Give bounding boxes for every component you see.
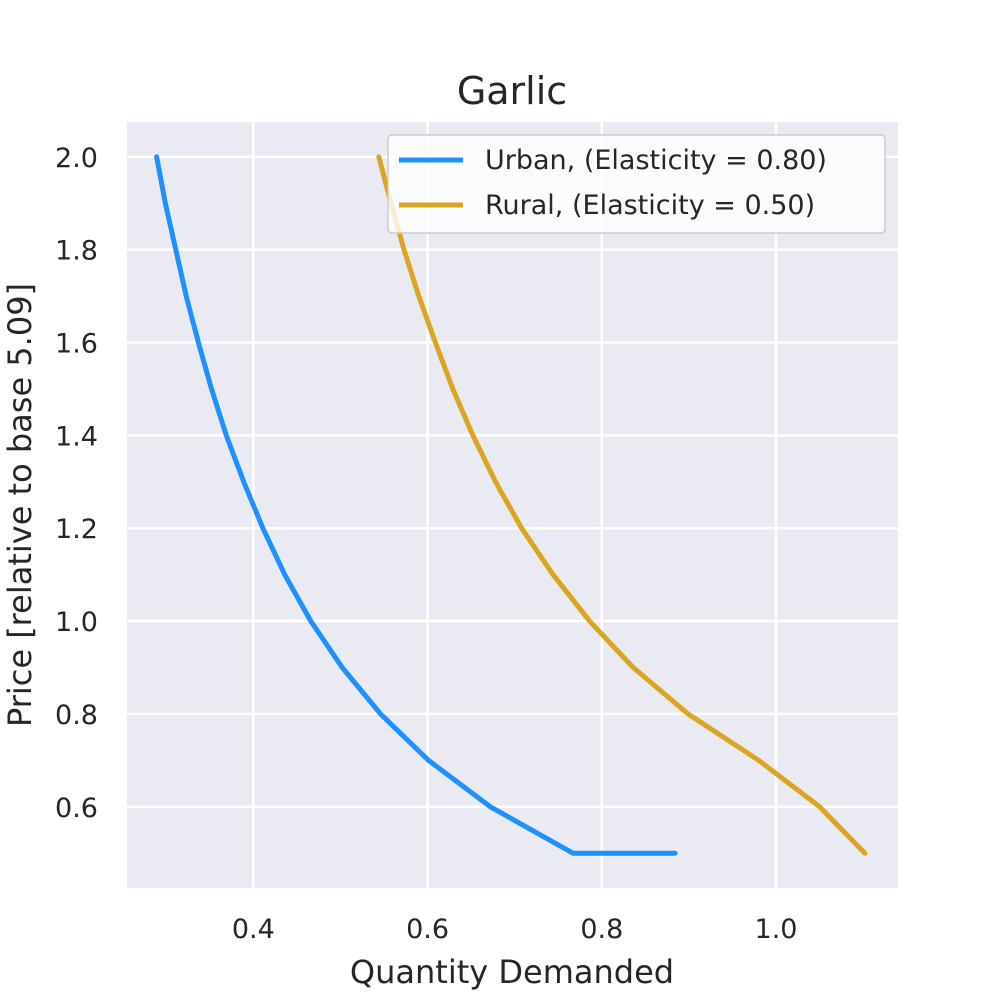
chart-title: Garlic xyxy=(457,69,567,113)
y-gridlines xyxy=(127,155,898,809)
x-tick-label: 0.8 xyxy=(580,914,623,945)
y-axis-label: Price [relative to base 5.09] xyxy=(1,283,39,727)
x-tick-label: 0.4 xyxy=(232,914,275,945)
series-lines xyxy=(154,154,868,856)
series-line-urban xyxy=(154,154,678,856)
x-tick-label: 1.0 xyxy=(755,914,798,945)
y-tick-label: 0.6 xyxy=(55,793,98,824)
y-tick-label: 2.0 xyxy=(55,143,98,174)
y-tick-label: 1.0 xyxy=(55,607,98,638)
x-tick-label: 0.6 xyxy=(406,914,449,945)
y-tick-label: 0.8 xyxy=(55,700,98,731)
y-tick-label: 1.8 xyxy=(55,236,98,267)
y-tick-label: 1.6 xyxy=(55,329,98,360)
legend-label-rural: Rural, (Elasticity = 0.50) xyxy=(485,190,815,221)
y-tick-label: 1.4 xyxy=(55,421,98,452)
legend: Urban, (Elasticity = 0.80) Rural, (Elast… xyxy=(387,134,886,234)
plot-area xyxy=(127,122,898,888)
y-tick-label: 1.2 xyxy=(55,514,98,545)
legend-label-urban: Urban, (Elasticity = 0.80) xyxy=(485,145,827,176)
x-tick-labels: 0.4 0.6 0.8 1.0 xyxy=(232,914,798,945)
y-tick-labels: 0.6 0.8 1.0 1.2 1.4 1.6 1.8 2.0 xyxy=(55,143,98,824)
x-axis-label: Quantity Demanded xyxy=(350,953,674,991)
legend-box xyxy=(387,134,886,234)
series-line-rural xyxy=(376,154,868,856)
